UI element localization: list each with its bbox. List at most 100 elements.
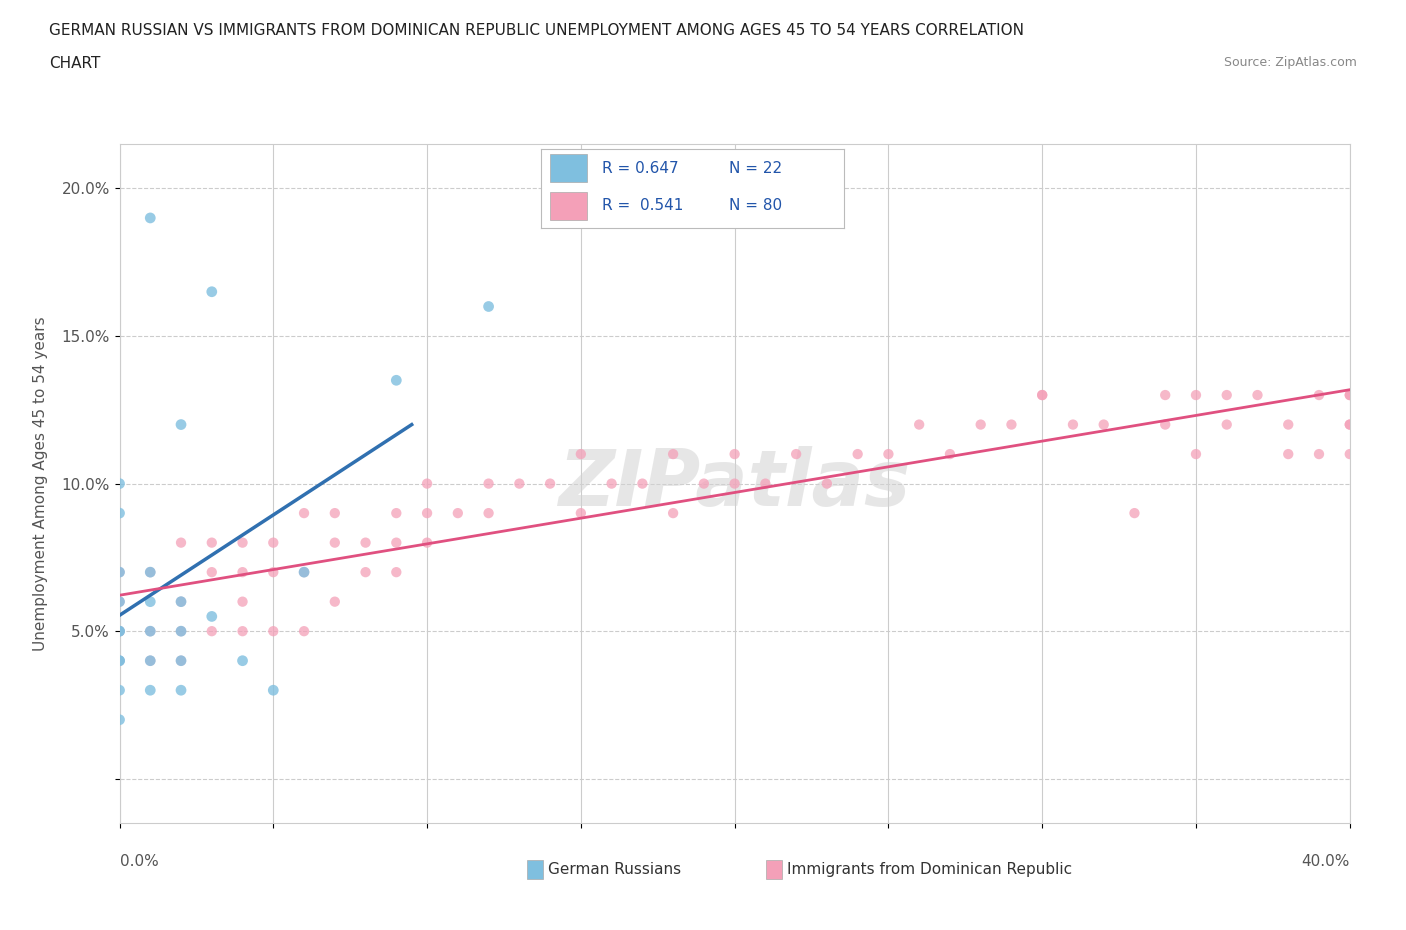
Point — [1154, 418, 1177, 432]
Point — [600, 476, 623, 491]
Point — [170, 594, 193, 609]
Point — [262, 565, 284, 579]
Point — [477, 476, 501, 491]
Point — [108, 624, 131, 639]
Point — [292, 506, 315, 521]
Point — [108, 653, 131, 668]
Point — [416, 476, 439, 491]
Point — [292, 565, 315, 579]
Point — [1154, 388, 1177, 403]
Point — [723, 446, 745, 461]
Point — [1031, 388, 1053, 403]
Point — [108, 712, 131, 727]
Point — [385, 506, 408, 521]
Point — [1277, 446, 1299, 461]
Point — [1185, 446, 1208, 461]
Point — [231, 624, 254, 639]
Text: CHART: CHART — [49, 56, 101, 71]
Point — [139, 653, 162, 668]
Point — [323, 535, 346, 550]
Bar — [550, 193, 586, 220]
Text: Source: ZipAtlas.com: Source: ZipAtlas.com — [1223, 56, 1357, 69]
Point — [170, 535, 193, 550]
Point — [108, 683, 131, 698]
Point — [569, 446, 592, 461]
Point — [170, 624, 193, 639]
Point — [139, 653, 162, 668]
Point — [1339, 446, 1361, 461]
Point — [477, 299, 501, 314]
Point — [908, 418, 931, 432]
Point — [139, 565, 162, 579]
Text: ZIPatlas: ZIPatlas — [558, 445, 911, 522]
Text: 0.0%: 0.0% — [120, 854, 159, 869]
Point — [139, 624, 162, 639]
Point — [292, 565, 315, 579]
Point — [1339, 388, 1361, 403]
Point — [201, 535, 224, 550]
Point — [170, 683, 193, 698]
Point — [108, 565, 131, 579]
Text: German Russians: German Russians — [548, 862, 682, 877]
Text: R =  0.541: R = 0.541 — [602, 198, 683, 213]
Point — [170, 418, 193, 432]
Point — [108, 594, 131, 609]
Point — [108, 594, 131, 609]
Point — [231, 594, 254, 609]
Point — [139, 594, 162, 609]
Point — [1031, 388, 1053, 403]
Point — [1215, 388, 1237, 403]
Point — [1246, 388, 1268, 403]
Point — [569, 506, 592, 521]
Text: N = 80: N = 80 — [728, 198, 782, 213]
Point — [108, 624, 131, 639]
Point — [201, 624, 224, 639]
Point — [1215, 418, 1237, 432]
Point — [693, 476, 716, 491]
Point — [1185, 388, 1208, 403]
Point — [231, 653, 254, 668]
Point — [139, 624, 162, 639]
Point — [1000, 418, 1022, 432]
Point — [1062, 418, 1084, 432]
Point — [201, 565, 224, 579]
Point — [815, 476, 838, 491]
Point — [262, 683, 284, 698]
Point — [970, 418, 993, 432]
Point — [139, 210, 162, 225]
Point — [323, 594, 346, 609]
Point — [108, 653, 131, 668]
Point — [939, 446, 962, 461]
Point — [108, 476, 131, 491]
Point — [846, 446, 869, 461]
Point — [262, 624, 284, 639]
Point — [108, 565, 131, 579]
Point — [354, 535, 377, 550]
Point — [108, 506, 131, 521]
Point — [108, 653, 131, 668]
Text: Immigrants from Dominican Republic: Immigrants from Dominican Republic — [787, 862, 1073, 877]
Point — [323, 506, 346, 521]
Point — [1092, 418, 1115, 432]
Point — [201, 609, 224, 624]
Point — [508, 476, 530, 491]
Point — [1277, 418, 1299, 432]
Bar — [550, 154, 586, 182]
Point — [723, 476, 745, 491]
Point — [1339, 418, 1361, 432]
Point — [170, 653, 193, 668]
Point — [139, 683, 162, 698]
Point — [201, 285, 224, 299]
Text: GERMAN RUSSIAN VS IMMIGRANTS FROM DOMINICAN REPUBLIC UNEMPLOYMENT AMONG AGES 45 : GERMAN RUSSIAN VS IMMIGRANTS FROM DOMINI… — [49, 23, 1024, 38]
Point — [231, 565, 254, 579]
Point — [1308, 446, 1330, 461]
Point — [416, 506, 439, 521]
Point — [1339, 418, 1361, 432]
Point — [170, 594, 193, 609]
Point — [262, 535, 284, 550]
Text: R = 0.647: R = 0.647 — [602, 161, 678, 176]
Point — [416, 535, 439, 550]
Point — [785, 446, 807, 461]
Point — [447, 506, 470, 521]
Y-axis label: Unemployment Among Ages 45 to 54 years: Unemployment Among Ages 45 to 54 years — [32, 316, 48, 651]
